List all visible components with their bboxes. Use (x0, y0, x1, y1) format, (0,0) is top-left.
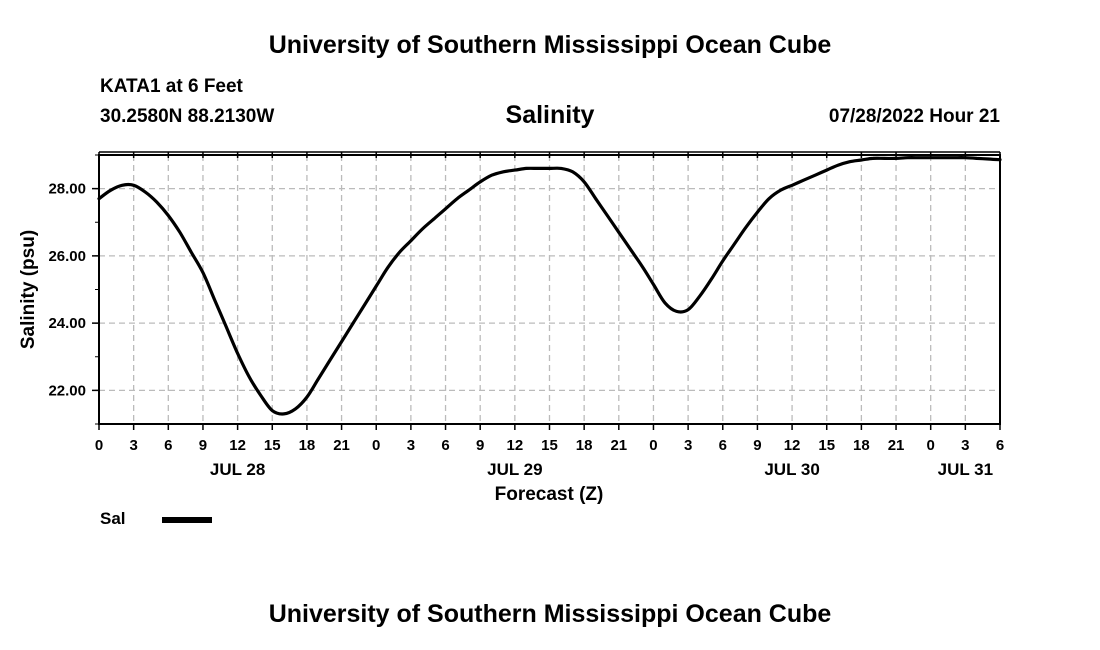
x-tick-label: 3 (129, 437, 137, 454)
y-axis-label: Salinity (psu) (18, 230, 39, 349)
x-tick-label: 0 (649, 437, 657, 454)
x-tick-label: 18 (576, 437, 593, 454)
y-tick-label: 28.00 (48, 181, 86, 198)
x-tick-label: 15 (818, 437, 835, 454)
x-tick-label: 6 (996, 437, 1004, 454)
x-tick-label: 21 (610, 437, 627, 454)
x-tick-label: 3 (407, 437, 415, 454)
x-tick-label: 3 (684, 437, 692, 454)
x-tick-label: 21 (888, 437, 905, 454)
x-tick-label: 6 (441, 437, 449, 454)
day-label: JUL 28 (210, 460, 265, 479)
x-tick-label: 21 (333, 437, 350, 454)
x-tick-label: 15 (541, 437, 558, 454)
x-tick-label: 15 (264, 437, 281, 454)
variable-title: Salinity (505, 101, 595, 129)
y-tick-label: 26.00 (48, 248, 86, 265)
x-tick-label: 18 (853, 437, 870, 454)
x-tick-label: 0 (95, 437, 103, 454)
chart-title-bottom: University of Southern Mississippi Ocean… (268, 600, 832, 628)
y-tick-label: 22.00 (48, 382, 86, 399)
x-tick-label: 9 (199, 437, 207, 454)
x-tick-label: 12 (507, 437, 524, 454)
x-axis-label: Forecast (Z) (495, 484, 604, 505)
station-label: KATA1 at 6 Feet (100, 76, 243, 97)
x-tick-label: 6 (164, 437, 172, 454)
x-tick-label: 9 (476, 437, 484, 454)
forecast-date: 07/28/2022 Hour 21 (828, 106, 1000, 127)
day-label: JUL 29 (487, 460, 542, 479)
legend-label: Sal (100, 509, 126, 528)
x-tick-label: 0 (927, 437, 935, 454)
x-tick-label: 0 (372, 437, 380, 454)
day-label: JUL 30 (764, 460, 819, 479)
y-tick-label: 24.00 (48, 315, 86, 332)
legend-line-swatch (162, 517, 212, 523)
x-tick-label: 12 (784, 437, 801, 454)
x-tick-label: 9 (753, 437, 761, 454)
station-coords: 30.2580N 88.2130W (100, 106, 275, 127)
x-tick-label: 3 (961, 437, 969, 454)
day-label: JUL 31 (938, 460, 993, 479)
chart-title-top: University of Southern Mississippi Ocean… (268, 31, 832, 59)
x-tick-label: 6 (719, 437, 727, 454)
series-line-salinity (97, 156, 1002, 416)
x-tick-label: 12 (229, 437, 246, 454)
x-tick-label: 18 (299, 437, 316, 454)
